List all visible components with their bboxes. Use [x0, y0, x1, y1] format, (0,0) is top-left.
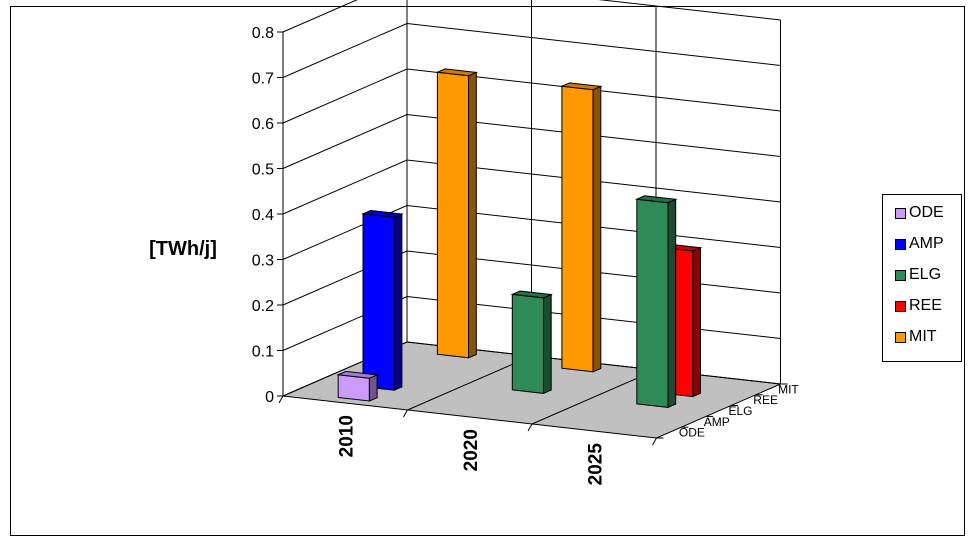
x-tick-mark — [278, 395, 284, 404]
bar-side-face — [592, 85, 602, 373]
category-label: 2010 — [336, 415, 357, 457]
legend-label: MIT — [909, 328, 937, 345]
bar-front-face — [511, 293, 544, 394]
y-tick-label: 0.8 — [252, 25, 274, 42]
bar-top-face — [634, 195, 678, 204]
depth-label: REE — [753, 393, 778, 407]
depth-label: AMP — [704, 415, 730, 429]
y-tick-label: 0.4 — [252, 207, 274, 224]
chart-frame — [10, 6, 965, 536]
depth-label: ELG — [729, 404, 753, 418]
depth-label: MIT — [778, 382, 799, 396]
bar-side-face — [692, 246, 701, 398]
bar-front-face — [436, 71, 470, 359]
floor-divider — [531, 369, 657, 425]
x-tick-mark — [403, 409, 408, 418]
bar-front-face — [636, 198, 669, 408]
y-tick-label: 0.5 — [252, 162, 274, 179]
bar-mit-2010 — [435, 68, 479, 359]
legend-label: ODE — [909, 204, 944, 221]
legend-swatch — [895, 238, 906, 250]
y-tick-label: 0.1 — [252, 344, 274, 361]
bar-ode-2010 — [336, 370, 379, 402]
bar-elg-2025 — [634, 195, 678, 409]
legend-swatch — [895, 207, 906, 219]
bar-front-face — [362, 213, 395, 391]
legend-label: ELG — [909, 266, 942, 283]
legend-swatch — [895, 331, 906, 343]
floor-divider — [407, 355, 532, 411]
legend-label: AMP — [909, 235, 944, 252]
y-tick-label: 0.6 — [252, 116, 274, 133]
legend-item-mit: MIT — [895, 327, 937, 347]
bar-top-face — [361, 209, 404, 218]
bar-top-face — [336, 370, 379, 379]
x-tick-mark — [527, 423, 533, 432]
category-label: 2020 — [461, 429, 482, 471]
y-tick-label: 0.3 — [252, 253, 274, 270]
y-axis-title: [TWh/j] — [149, 238, 217, 260]
bar-top-face — [559, 82, 603, 91]
legend-swatch — [895, 269, 906, 281]
depth-label: ODE — [679, 426, 705, 440]
bar-top-face — [510, 290, 554, 299]
bar-front-face — [337, 374, 370, 402]
legend-item-elg: ELG — [895, 265, 941, 285]
bar-elg-2020 — [510, 290, 554, 395]
legend-item-ree: REE — [895, 296, 942, 316]
legend-item-amp: AMP — [895, 234, 944, 254]
x-tick-mark — [652, 437, 657, 446]
bar-front-face — [561, 85, 594, 373]
bar-side-face — [667, 198, 677, 409]
bar-mit-2020 — [559, 82, 603, 373]
bar-side-face — [543, 293, 552, 395]
legend-swatch — [895, 300, 906, 312]
legend-label: REE — [909, 297, 942, 314]
bar-top-face — [435, 68, 479, 77]
bar-side-face — [468, 71, 477, 359]
category-label: 2025 — [585, 443, 606, 486]
legend-item-ode: ODE — [895, 203, 944, 223]
y-tick-label: 0 — [265, 389, 274, 406]
bar-side-face — [368, 374, 378, 402]
bar-amp-2010 — [361, 209, 404, 391]
chart-legend: ODE AMP ELG REE MIT — [882, 194, 962, 362]
y-tick-label: 0.7 — [252, 71, 274, 88]
y-tick-label: 0.2 — [252, 298, 274, 315]
bar-side-face — [393, 213, 403, 391]
